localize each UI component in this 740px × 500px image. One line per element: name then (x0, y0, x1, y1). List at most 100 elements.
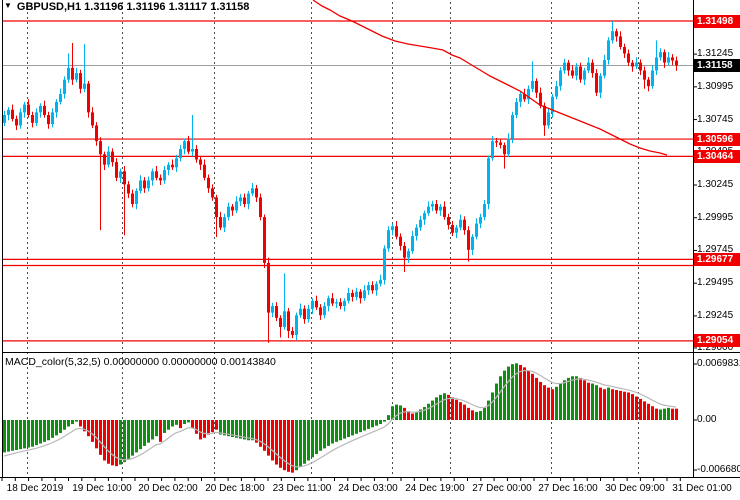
macd-bar (499, 376, 502, 420)
candle (171, 164, 174, 168)
macd-bar (407, 411, 410, 420)
macd-bar (363, 420, 366, 431)
candle (203, 164, 206, 178)
candle (467, 230, 470, 250)
macd-bar (371, 420, 374, 428)
macd-bar (415, 411, 418, 420)
macd-bar (15, 420, 18, 450)
macd-bar (523, 367, 526, 420)
candle (543, 105, 546, 126)
macd-bar (83, 420, 86, 432)
candle (295, 315, 298, 335)
macd-bar (239, 420, 242, 439)
macd-bar (147, 420, 150, 443)
candle (671, 57, 674, 61)
candle (355, 291, 358, 297)
candle (139, 180, 142, 191)
macd-bar (187, 420, 190, 423)
chart-left-border (2, 0, 3, 478)
macd-bar (447, 394, 450, 420)
candle (555, 86, 558, 97)
time-axis-label: 31 Dec 01:00 (672, 483, 732, 494)
macd-bar (483, 407, 486, 420)
macd-bar (627, 392, 630, 420)
macd-bar (583, 380, 586, 420)
macd-bar (567, 377, 570, 420)
candle (471, 236, 474, 250)
candle (27, 104, 30, 115)
candle (55, 101, 58, 113)
candle (315, 300, 318, 308)
candle (291, 330, 294, 335)
candle (71, 67, 74, 80)
macd-bar (243, 420, 246, 440)
macd-bar (603, 389, 606, 420)
candle (395, 226, 398, 237)
candle (115, 162, 118, 178)
candle (343, 300, 346, 307)
scroll-to-end-icon[interactable]: ▼ (4, 1, 12, 10)
candle (215, 197, 218, 218)
macd-bar (307, 420, 310, 461)
candle (231, 206, 234, 211)
candle (663, 52, 666, 63)
candle (519, 94, 522, 102)
candle (11, 109, 14, 119)
candle (311, 300, 314, 309)
candle (155, 171, 158, 178)
macd-bar (99, 420, 102, 455)
candle (411, 236, 414, 252)
macd-bar (607, 387, 610, 420)
macd-bar (427, 403, 430, 420)
candle (387, 230, 390, 249)
candle (499, 142, 502, 146)
macd-bar (211, 420, 214, 433)
macd-bar (319, 420, 322, 451)
candle (619, 36, 622, 47)
macd-bar (419, 409, 422, 420)
macd-bar (179, 420, 182, 429)
macd-bar (299, 420, 302, 467)
macd-bar (487, 400, 490, 420)
macd-bar (123, 420, 126, 463)
macd-bar (475, 411, 478, 420)
macd-bar (471, 410, 474, 420)
macd-bar (671, 408, 674, 420)
candle (39, 105, 42, 113)
candle (119, 171, 122, 178)
candle (347, 292, 350, 301)
candle (307, 308, 310, 320)
macd-bar (599, 387, 602, 420)
macd-bar (579, 377, 582, 420)
time-axis-label: 27 Dec 16:00 (538, 483, 598, 494)
candle (175, 158, 178, 168)
price-axis-label: 1.31245 (697, 48, 740, 61)
macd-bar (19, 420, 22, 450)
price-level-box: 1.30464 (694, 149, 740, 163)
candle (403, 245, 406, 258)
macd-bar (595, 385, 598, 420)
macd-bar (43, 420, 46, 442)
candle (611, 31, 614, 41)
candle (183, 141, 186, 150)
macd-bar (267, 420, 270, 456)
macd-bar (255, 420, 258, 443)
candle (19, 112, 22, 126)
candle (339, 302, 342, 307)
candle (463, 219, 466, 231)
macd-bar (359, 420, 362, 433)
macd-bar (291, 420, 294, 473)
price-level-box: 1.29677 (694, 252, 740, 266)
macd-bar (175, 420, 178, 425)
macd-bar (651, 406, 654, 420)
candle (267, 262, 270, 313)
macd-bar (23, 420, 26, 449)
candle (523, 94, 526, 100)
sr-lines (2, 20, 693, 342)
macd-bar (559, 383, 562, 420)
candle (579, 66, 582, 80)
candle (603, 60, 606, 76)
macd-bar (547, 387, 550, 420)
macd-bar (423, 407, 426, 420)
